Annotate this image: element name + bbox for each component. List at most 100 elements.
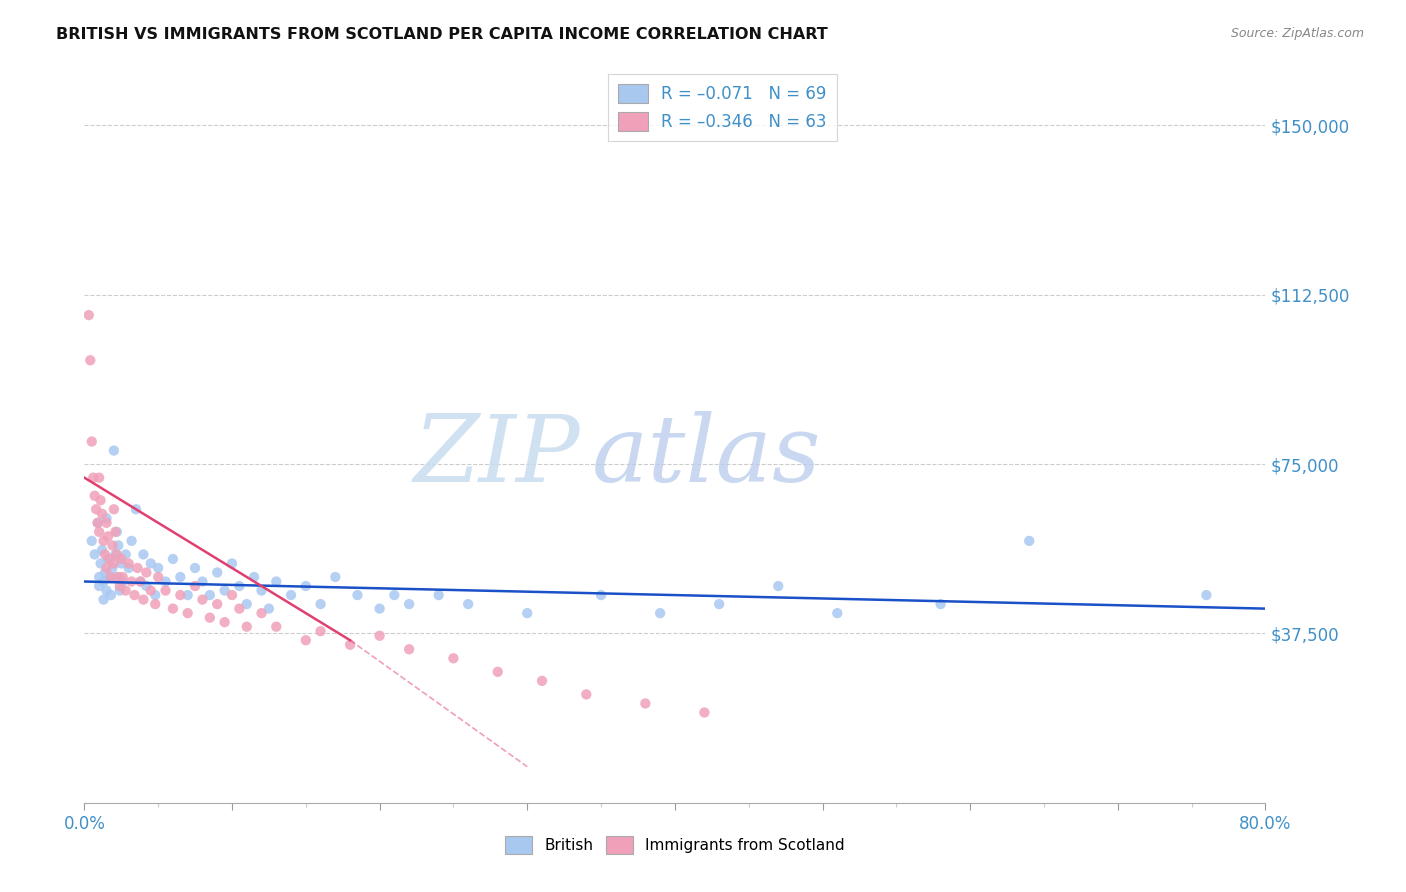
Text: BRITISH VS IMMIGRANTS FROM SCOTLAND PER CAPITA INCOME CORRELATION CHART: BRITISH VS IMMIGRANTS FROM SCOTLAND PER … xyxy=(56,27,828,42)
Point xyxy=(91,507,114,521)
Point xyxy=(709,597,731,611)
Point xyxy=(191,574,214,589)
Point xyxy=(111,574,134,589)
Point xyxy=(96,511,118,525)
Point xyxy=(98,570,121,584)
Point xyxy=(443,651,465,665)
Point xyxy=(177,588,200,602)
Point xyxy=(103,557,125,571)
Point xyxy=(114,548,136,562)
Point xyxy=(87,579,111,593)
Point xyxy=(121,533,143,548)
Point xyxy=(634,697,657,711)
Text: ZIP: ZIP xyxy=(413,411,581,501)
Point xyxy=(143,597,166,611)
Point xyxy=(110,557,132,571)
Point xyxy=(94,548,117,562)
Point xyxy=(82,470,104,484)
Point xyxy=(135,566,157,580)
Point xyxy=(228,601,250,615)
Point xyxy=(105,570,128,584)
Point xyxy=(100,588,122,602)
Point xyxy=(693,706,716,720)
Point xyxy=(105,548,128,562)
Point xyxy=(97,529,120,543)
Point xyxy=(93,592,115,607)
Point xyxy=(104,524,127,539)
Point xyxy=(382,588,406,602)
Point xyxy=(575,687,598,701)
Point xyxy=(266,574,288,589)
Point xyxy=(280,588,302,602)
Point xyxy=(250,606,273,620)
Point xyxy=(457,597,479,611)
Point xyxy=(266,620,288,634)
Point xyxy=(80,434,103,449)
Text: atlas: atlas xyxy=(592,411,821,501)
Point xyxy=(486,665,509,679)
Point xyxy=(107,570,129,584)
Point xyxy=(236,620,259,634)
Point xyxy=(191,592,214,607)
Legend: British, Immigrants from Scotland: British, Immigrants from Scotland xyxy=(499,830,851,860)
Point xyxy=(516,606,538,620)
Point xyxy=(155,574,177,589)
Point xyxy=(118,557,141,571)
Point xyxy=(96,561,118,575)
Point xyxy=(1195,588,1218,602)
Point xyxy=(650,606,672,620)
Point xyxy=(90,493,112,508)
Point xyxy=(110,552,132,566)
Point xyxy=(250,583,273,598)
Point xyxy=(207,566,229,580)
Point xyxy=(90,557,112,571)
Point xyxy=(148,570,170,584)
Point xyxy=(531,673,554,688)
Point xyxy=(221,557,243,571)
Point xyxy=(129,574,152,589)
Point xyxy=(162,601,184,615)
Point xyxy=(103,443,125,458)
Point xyxy=(96,516,118,530)
Point xyxy=(243,570,266,584)
Point xyxy=(87,470,111,484)
Point xyxy=(91,542,114,557)
Point xyxy=(155,583,177,598)
Point xyxy=(368,629,391,643)
Point xyxy=(169,588,191,602)
Point xyxy=(162,552,184,566)
Point xyxy=(104,548,127,562)
Point xyxy=(84,502,107,516)
Point xyxy=(108,579,131,593)
Point xyxy=(228,579,250,593)
Point xyxy=(101,561,124,575)
Point xyxy=(87,524,111,539)
Point xyxy=(325,570,347,584)
Point xyxy=(135,579,157,593)
Point xyxy=(93,574,115,589)
Point xyxy=(96,583,118,598)
Point xyxy=(132,548,155,562)
Point xyxy=(929,597,952,611)
Point xyxy=(94,566,117,580)
Point xyxy=(114,583,136,598)
Point xyxy=(77,308,100,322)
Point xyxy=(80,533,103,548)
Point xyxy=(184,579,207,593)
Point xyxy=(93,533,115,548)
Point xyxy=(139,583,162,598)
Point xyxy=(768,579,790,593)
Point xyxy=(129,574,152,589)
Point xyxy=(591,588,613,602)
Point xyxy=(827,606,849,620)
Point xyxy=(87,570,111,584)
Point xyxy=(100,570,122,584)
Point xyxy=(398,642,420,657)
Point xyxy=(346,588,368,602)
Point xyxy=(198,588,221,602)
Point xyxy=(143,588,166,602)
Text: Source: ZipAtlas.com: Source: ZipAtlas.com xyxy=(1230,27,1364,40)
Point xyxy=(295,579,318,593)
Point xyxy=(83,548,105,562)
Point xyxy=(295,633,318,648)
